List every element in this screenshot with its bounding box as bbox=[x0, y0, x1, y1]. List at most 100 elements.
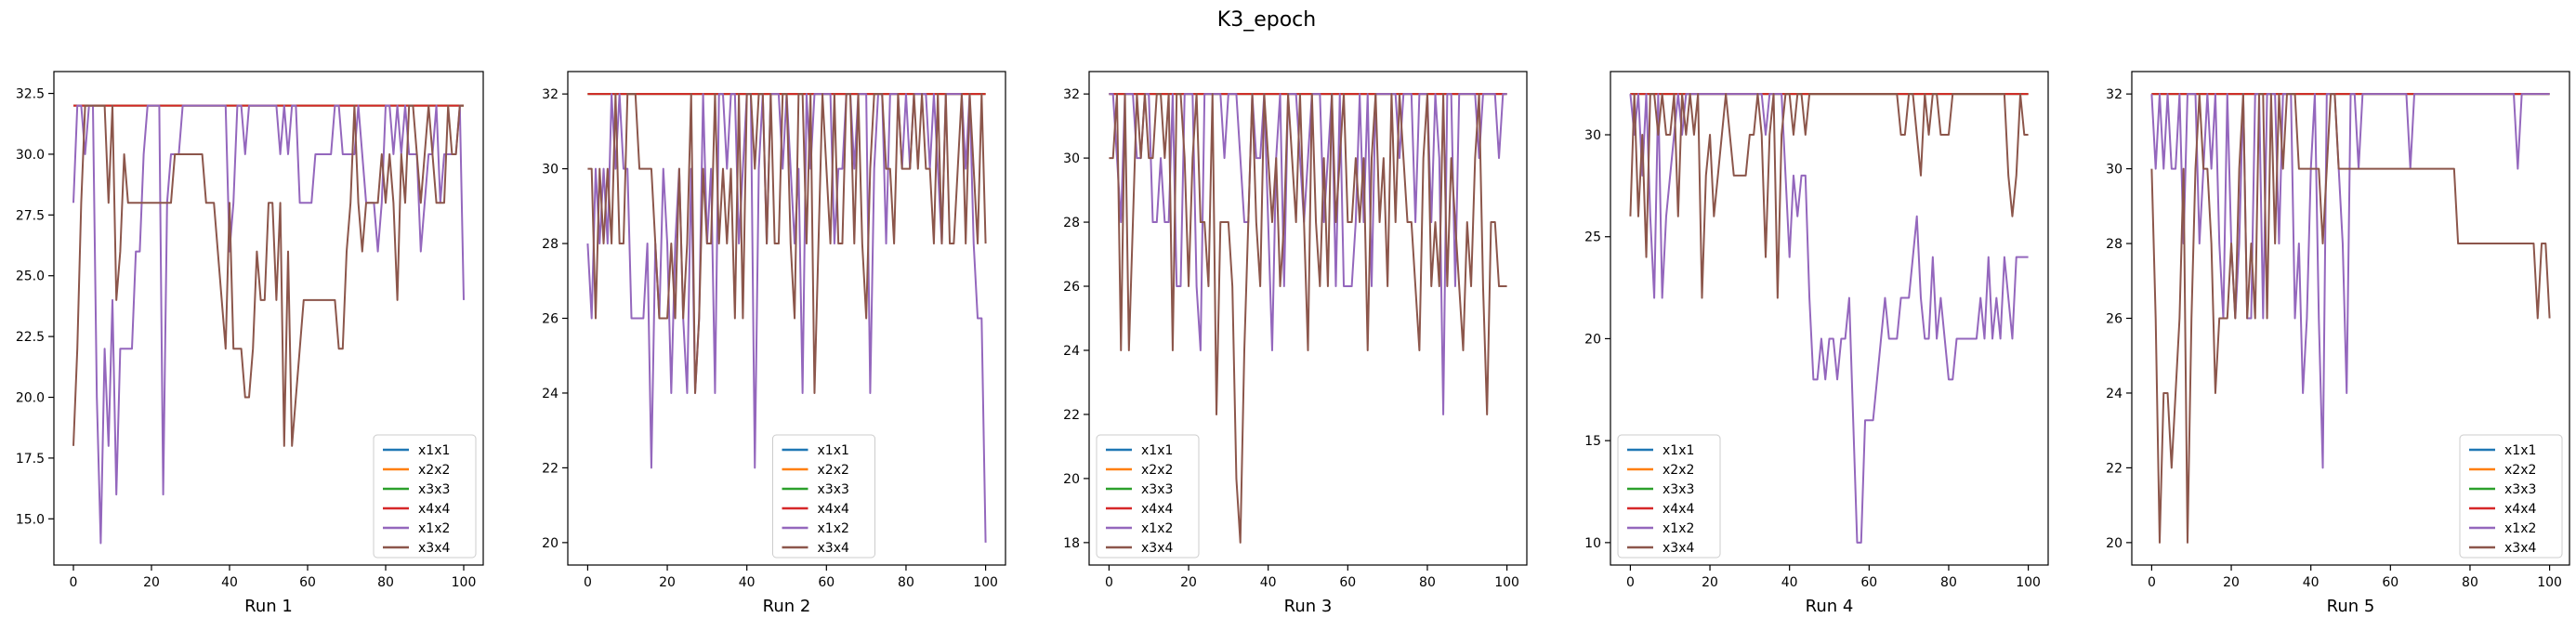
y-tick-label: 30 bbox=[2106, 163, 2123, 178]
y-tick-label: 32 bbox=[542, 87, 559, 102]
x-axis-label: Run 2 bbox=[763, 597, 811, 616]
legend-label-x1x2: x1x2 bbox=[2504, 521, 2536, 536]
y-tick-label: 15.0 bbox=[16, 512, 45, 527]
legend-label-x3x4: x3x4 bbox=[818, 541, 849, 556]
series-lines bbox=[1629, 93, 2029, 544]
series-lines bbox=[72, 104, 465, 545]
legend-label-x2x2: x2x2 bbox=[1141, 463, 1173, 478]
y-tick-label: 22 bbox=[2106, 461, 2123, 476]
axes-frame bbox=[1610, 71, 2049, 566]
x-axis-label: Run 5 bbox=[2327, 597, 2375, 616]
y-tick-label: 22 bbox=[1063, 408, 1080, 423]
x-tick-label: 0 bbox=[1105, 575, 1113, 590]
x-tick-label: 60 bbox=[818, 575, 835, 590]
y-tick-label: 18 bbox=[1063, 536, 1080, 551]
y-tick-label: 32 bbox=[2106, 87, 2123, 102]
x-tick-label: 80 bbox=[377, 575, 394, 590]
x-tick-label: 60 bbox=[299, 575, 316, 590]
y-tick-label: 28 bbox=[542, 237, 559, 252]
x-tick-label: 0 bbox=[584, 575, 592, 590]
y-tick-label: 10 bbox=[1584, 536, 1601, 551]
y-tick-label: 20 bbox=[2106, 536, 2123, 551]
series-line-x1x2 bbox=[2150, 93, 2550, 469]
y-tick-label: 26 bbox=[1063, 280, 1080, 295]
x-tick-label: 100 bbox=[973, 575, 998, 590]
legend: x1x1 x2x2 x3x3 x4x4 x1x2 x3x4 bbox=[772, 434, 875, 559]
y-tick-label: 27.5 bbox=[16, 208, 45, 223]
legend-label-x1x1: x1x1 bbox=[818, 443, 849, 458]
legend-label-x3x3: x3x3 bbox=[2504, 482, 2536, 497]
series-line-x3x4 bbox=[1109, 93, 1507, 544]
legend-label-x4x4: x4x4 bbox=[818, 502, 849, 517]
series-line-x3x4 bbox=[72, 104, 464, 447]
x-axis-label: Run 1 bbox=[244, 597, 293, 616]
x-tick-label: 20 bbox=[2223, 575, 2240, 590]
axes-frame bbox=[1088, 71, 1528, 566]
y-tick-label: 26 bbox=[2106, 312, 2123, 327]
y-tick-label: 20 bbox=[1063, 472, 1080, 487]
x-tick-label: 0 bbox=[70, 575, 78, 590]
series-lines bbox=[2150, 93, 2551, 544]
x-tick-label: 100 bbox=[2016, 575, 2041, 590]
x-tick-label: 100 bbox=[1494, 575, 1519, 590]
legend-label-x3x4: x3x4 bbox=[1141, 541, 1173, 556]
x-tick-label: 40 bbox=[2303, 575, 2320, 590]
x-tick-label: 80 bbox=[2462, 575, 2478, 590]
legend: x1x1 x2x2 x3x3 x4x4 x1x2 x3x4 bbox=[373, 434, 477, 559]
legend-label-x3x4: x3x4 bbox=[418, 541, 450, 556]
legend-label-x3x3: x3x3 bbox=[1141, 482, 1173, 497]
x-tick-label: 40 bbox=[1260, 575, 1277, 590]
y-tick-label: 20.0 bbox=[16, 391, 45, 406]
x-tick-label: 40 bbox=[739, 575, 756, 590]
x-tick-label: 20 bbox=[1180, 575, 1197, 590]
axes-frame bbox=[53, 71, 484, 566]
legend-label-x1x1: x1x1 bbox=[1141, 443, 1173, 458]
legend-label-x4x4: x4x4 bbox=[2504, 502, 2536, 517]
legend-label-x1x2: x1x2 bbox=[1663, 521, 1694, 536]
series-lines bbox=[586, 93, 987, 543]
y-tick-label: 24 bbox=[1063, 344, 1080, 359]
series-lines bbox=[1109, 93, 1507, 544]
legend-label-x2x2: x2x2 bbox=[1663, 463, 1694, 478]
legend-label-x3x4: x3x4 bbox=[1663, 541, 1694, 556]
legend-label-x4x4: x4x4 bbox=[1141, 502, 1173, 517]
subplot-grid: 0 20 40 60 80 10015.017.520.022.525.027.530.0… bbox=[16, 71, 2570, 616]
y-tick-label: 15 bbox=[1584, 434, 1601, 449]
y-tick-label: 30 bbox=[1063, 151, 1080, 166]
legend-label-x1x2: x1x2 bbox=[418, 521, 450, 536]
series-line-x3x4 bbox=[2150, 93, 2551, 544]
y-tick-label: 32.5 bbox=[16, 87, 45, 102]
series-line-x3x4 bbox=[587, 93, 987, 394]
x-tick-label: 0 bbox=[2148, 575, 2156, 590]
legend-label-x1x2: x1x2 bbox=[1141, 521, 1173, 536]
x-tick-label: 80 bbox=[1419, 575, 1436, 590]
legend-label-x2x2: x2x2 bbox=[818, 463, 849, 478]
y-tick-label: 30.0 bbox=[16, 148, 45, 163]
legend-label-x3x3: x3x3 bbox=[818, 482, 849, 497]
legend-label-x2x2: x2x2 bbox=[418, 463, 450, 478]
x-tick-label: 60 bbox=[2382, 575, 2399, 590]
y-tick-label: 25 bbox=[1584, 230, 1601, 245]
y-tick-label: 30 bbox=[542, 163, 559, 178]
legend-label-x1x1: x1x1 bbox=[1663, 443, 1694, 458]
y-tick-label: 20 bbox=[542, 536, 559, 551]
legend-label-x4x4: x4x4 bbox=[418, 502, 450, 517]
subplot-run-1: 0 20 40 60 80 100 15.0 17.5 20.0 22.5 25.0 27.5 30.0… bbox=[16, 71, 484, 616]
figure-title: K3_epoch bbox=[1217, 8, 1316, 32]
x-tick-label: 60 bbox=[1339, 575, 1356, 590]
legend-label-x4x4: x4x4 bbox=[1663, 502, 1694, 517]
y-tick-label: 32 bbox=[1063, 87, 1080, 102]
series-line-x3x4 bbox=[1629, 93, 2029, 299]
legend-label-x2x2: x2x2 bbox=[2504, 463, 2536, 478]
subplot-run-3: 0 20 40 60 80 100 18 20 22 24 26 28 30 32 Run 3 x1x1 x2x… bbox=[1063, 71, 1528, 616]
x-tick-label: 40 bbox=[1781, 575, 1798, 590]
legend: x1x1 x2x2 x3x3 x4x4 x1x2 x3x4 bbox=[2459, 434, 2563, 559]
x-tick-label: 20 bbox=[143, 575, 160, 590]
y-tick-label: 28 bbox=[1063, 216, 1080, 230]
x-tick-label: 100 bbox=[452, 575, 477, 590]
y-tick-label: 22.5 bbox=[16, 330, 45, 345]
